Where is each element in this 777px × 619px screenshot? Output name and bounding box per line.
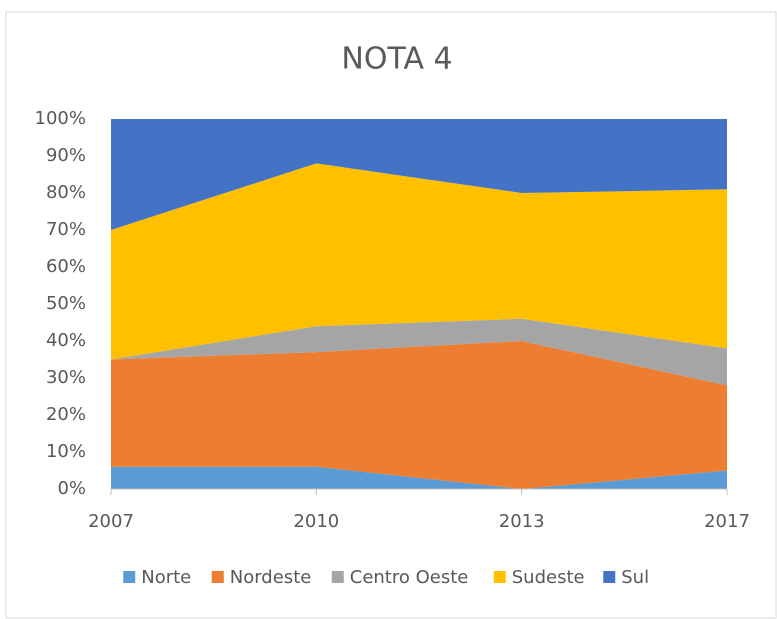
x-tick-label: 2007 xyxy=(88,511,134,532)
legend-label: Norte xyxy=(141,567,191,588)
legend-swatch xyxy=(493,571,506,583)
legend-swatch xyxy=(211,571,224,583)
y-tick-label: 70% xyxy=(46,219,86,240)
area xyxy=(111,318,727,386)
area xyxy=(111,341,727,489)
y-tick-label: 60% xyxy=(46,256,86,277)
legend-swatch xyxy=(331,571,344,583)
y-tick-label: 10% xyxy=(46,441,86,462)
legend-label: Sudeste xyxy=(512,567,585,588)
y-tick-label: 90% xyxy=(46,145,86,166)
legend-label: Nordeste xyxy=(230,567,312,588)
area xyxy=(111,466,727,489)
y-tick-label: 80% xyxy=(46,182,86,203)
legend-swatch xyxy=(603,571,616,583)
x-tick-label: 2010 xyxy=(293,511,339,532)
area xyxy=(111,163,727,360)
chart-title: NOTA 4 xyxy=(341,42,452,77)
y-tick-label: 0% xyxy=(57,478,86,499)
legend-label: Sul xyxy=(621,567,649,588)
legend-label: Centro Oeste xyxy=(350,567,469,588)
legend-swatch xyxy=(123,571,136,583)
x-tick-label: 2013 xyxy=(499,511,545,532)
y-tick-label: 40% xyxy=(46,330,86,351)
x-tick-label: 2017 xyxy=(704,511,750,532)
area xyxy=(111,119,727,230)
y-tick-label: 50% xyxy=(46,293,86,314)
y-tick-label: 30% xyxy=(46,367,86,388)
y-tick-label: 20% xyxy=(46,404,86,425)
y-tick-label: 100% xyxy=(35,108,86,129)
